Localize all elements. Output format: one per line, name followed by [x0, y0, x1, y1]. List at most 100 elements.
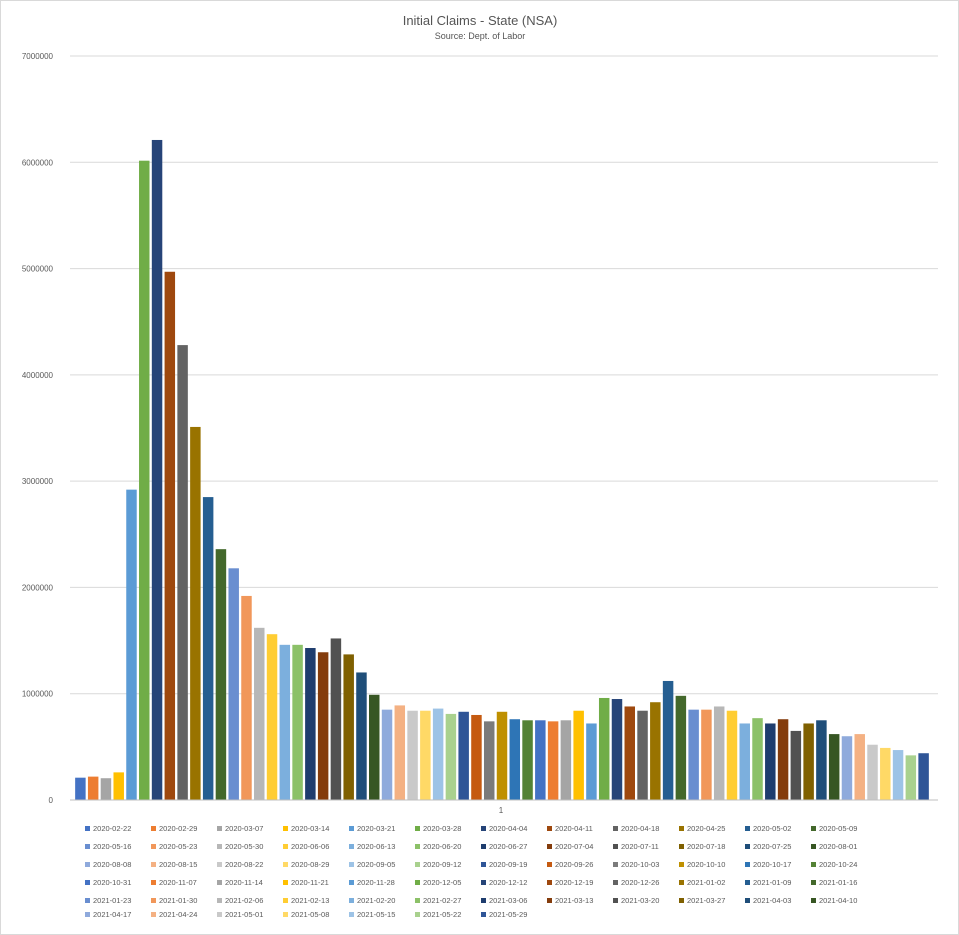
legend-label: 2020-11-14 [225, 878, 263, 887]
legend-label: 2021-02-20 [357, 896, 395, 905]
legend-entry-2020-07-25: 2020-07-25 [745, 842, 791, 851]
legend-swatch [151, 912, 156, 917]
chart-title: Initial Claims - State (NSA) [403, 13, 558, 28]
legend-label: 2021-05-15 [357, 910, 395, 919]
legend-entry-2020-09-19: 2020-09-19 [481, 860, 527, 869]
bar-2020-04-25 [190, 426, 201, 800]
legend-swatch [415, 898, 420, 903]
legend-swatch [745, 826, 750, 831]
legend-swatch [811, 844, 816, 849]
bar-2020-11-21 [573, 710, 584, 800]
legend-entry-2020-03-28: 2020-03-28 [415, 824, 461, 833]
bar-2020-07-25 [356, 672, 367, 800]
y-tick-label: 0 [49, 796, 54, 805]
bar-2020-03-28 [139, 160, 150, 800]
legend-label: 2021-03-13 [555, 896, 593, 905]
legend-label: 2021-03-06 [489, 896, 527, 905]
legend-entry-2021-03-06: 2021-03-06 [481, 896, 527, 905]
legend-entry-2021-01-23: 2021-01-23 [85, 896, 131, 905]
legend-label: 2020-04-25 [687, 824, 725, 833]
legend-entry-2020-08-15: 2020-08-15 [151, 860, 197, 869]
legend-label: 2020-10-17 [753, 860, 791, 869]
legend-entry-2020-11-21: 2020-11-21 [283, 878, 329, 887]
legend-swatch [349, 912, 354, 917]
bar-2020-10-17 [509, 719, 521, 800]
bar-2020-06-06 [266, 634, 278, 800]
legend-swatch [283, 912, 288, 917]
legend-swatch [811, 826, 816, 831]
legend-entry-2020-09-12: 2020-09-12 [415, 860, 461, 869]
bar-2020-12-05 [598, 697, 610, 800]
legend-entry-2021-03-27: 2021-03-27 [679, 896, 725, 905]
legend-swatch [349, 862, 354, 867]
bar-2020-11-28 [586, 723, 597, 800]
legend-entry-2020-06-13: 2020-06-13 [349, 842, 395, 851]
legend-label: 2020-08-22 [225, 860, 263, 869]
bar-2021-04-24 [854, 734, 865, 800]
bar-2020-07-11 [330, 638, 342, 800]
legend-label: 2020-05-09 [819, 824, 857, 833]
legend-entry-2020-11-14: 2020-11-14 [217, 878, 263, 887]
legend-entry-2020-08-01: 2020-08-01 [811, 842, 857, 851]
legend-swatch [85, 862, 90, 867]
x-category-label: 1 [499, 806, 504, 815]
legend-entry-2020-08-22: 2020-08-22 [217, 860, 263, 869]
legend-entry-2021-02-06: 2021-02-06 [217, 896, 263, 905]
legend-entry-2021-05-01: 2021-05-01 [217, 910, 263, 919]
bar-2020-08-22 [407, 710, 418, 800]
bar-2021-04-03 [816, 720, 827, 800]
bar-2020-05-23 [241, 595, 252, 800]
bar-2021-01-16 [675, 695, 687, 800]
legend-label: 2020-07-11 [621, 842, 659, 851]
bar-2020-10-03 [483, 721, 495, 800]
legend-swatch [481, 844, 486, 849]
legend-label: 2021-03-20 [621, 896, 659, 905]
legend-swatch [217, 844, 222, 849]
legend-entry-2020-05-09: 2020-05-09 [811, 824, 857, 833]
legend-swatch [151, 898, 156, 903]
legend-label: 2020-12-19 [555, 878, 593, 887]
bar-2020-12-12 [611, 699, 623, 800]
legend-entry-2021-01-02: 2021-01-02 [679, 878, 725, 887]
bar-2020-10-24 [522, 720, 533, 800]
legend-label: 2021-04-03 [753, 896, 791, 905]
legend-swatch [481, 912, 486, 917]
bar-2021-05-22 [905, 755, 917, 800]
legend-entry-2021-01-16: 2021-01-16 [811, 878, 857, 887]
legend-entry-2020-04-11: 2020-04-11 [547, 824, 593, 833]
y-tick-label: 2000000 [22, 583, 54, 592]
legend-label: 2021-01-09 [753, 878, 791, 887]
legend-label: 2021-05-22 [423, 910, 461, 919]
legend-swatch [283, 862, 288, 867]
legend-swatch [217, 912, 222, 917]
legend-label: 2021-04-10 [819, 896, 857, 905]
bar-2020-05-30 [254, 627, 265, 800]
legend-swatch [85, 880, 90, 885]
legend-swatch [745, 880, 750, 885]
bar-2020-06-27 [305, 648, 316, 800]
legend-entry-2020-10-10: 2020-10-10 [679, 860, 725, 869]
legend-label: 2020-12-12 [489, 878, 527, 887]
legend-label: 2021-01-16 [819, 878, 857, 887]
legend-label: 2021-04-17 [93, 910, 131, 919]
bar-2020-04-11 [164, 271, 176, 800]
legend-entry-2020-03-07: 2020-03-07 [217, 824, 263, 833]
legend-entry-2020-05-16: 2020-05-16 [85, 842, 131, 851]
legend-swatch [679, 898, 684, 903]
y-tick-label: 5000000 [22, 265, 54, 274]
legend-label: 2020-02-22 [93, 824, 131, 833]
legend-entry-2020-04-25: 2020-04-25 [679, 824, 725, 833]
legend-swatch [283, 880, 288, 885]
legend-label: 2020-08-15 [159, 860, 197, 869]
legend-entry-2020-07-18: 2020-07-18 [679, 842, 725, 851]
legend-entry-2021-04-17: 2021-04-17 [85, 910, 131, 919]
bar-2020-09-05 [432, 708, 444, 800]
bar-2021-05-01 [867, 744, 878, 800]
legend-swatch [547, 862, 552, 867]
bar-2020-02-29 [87, 776, 99, 800]
legend-entry-2020-05-02: 2020-05-02 [745, 824, 791, 833]
bar-2021-03-06 [765, 723, 776, 800]
legend-entry-2021-05-08: 2021-05-08 [283, 910, 329, 919]
legend-swatch [613, 844, 618, 849]
